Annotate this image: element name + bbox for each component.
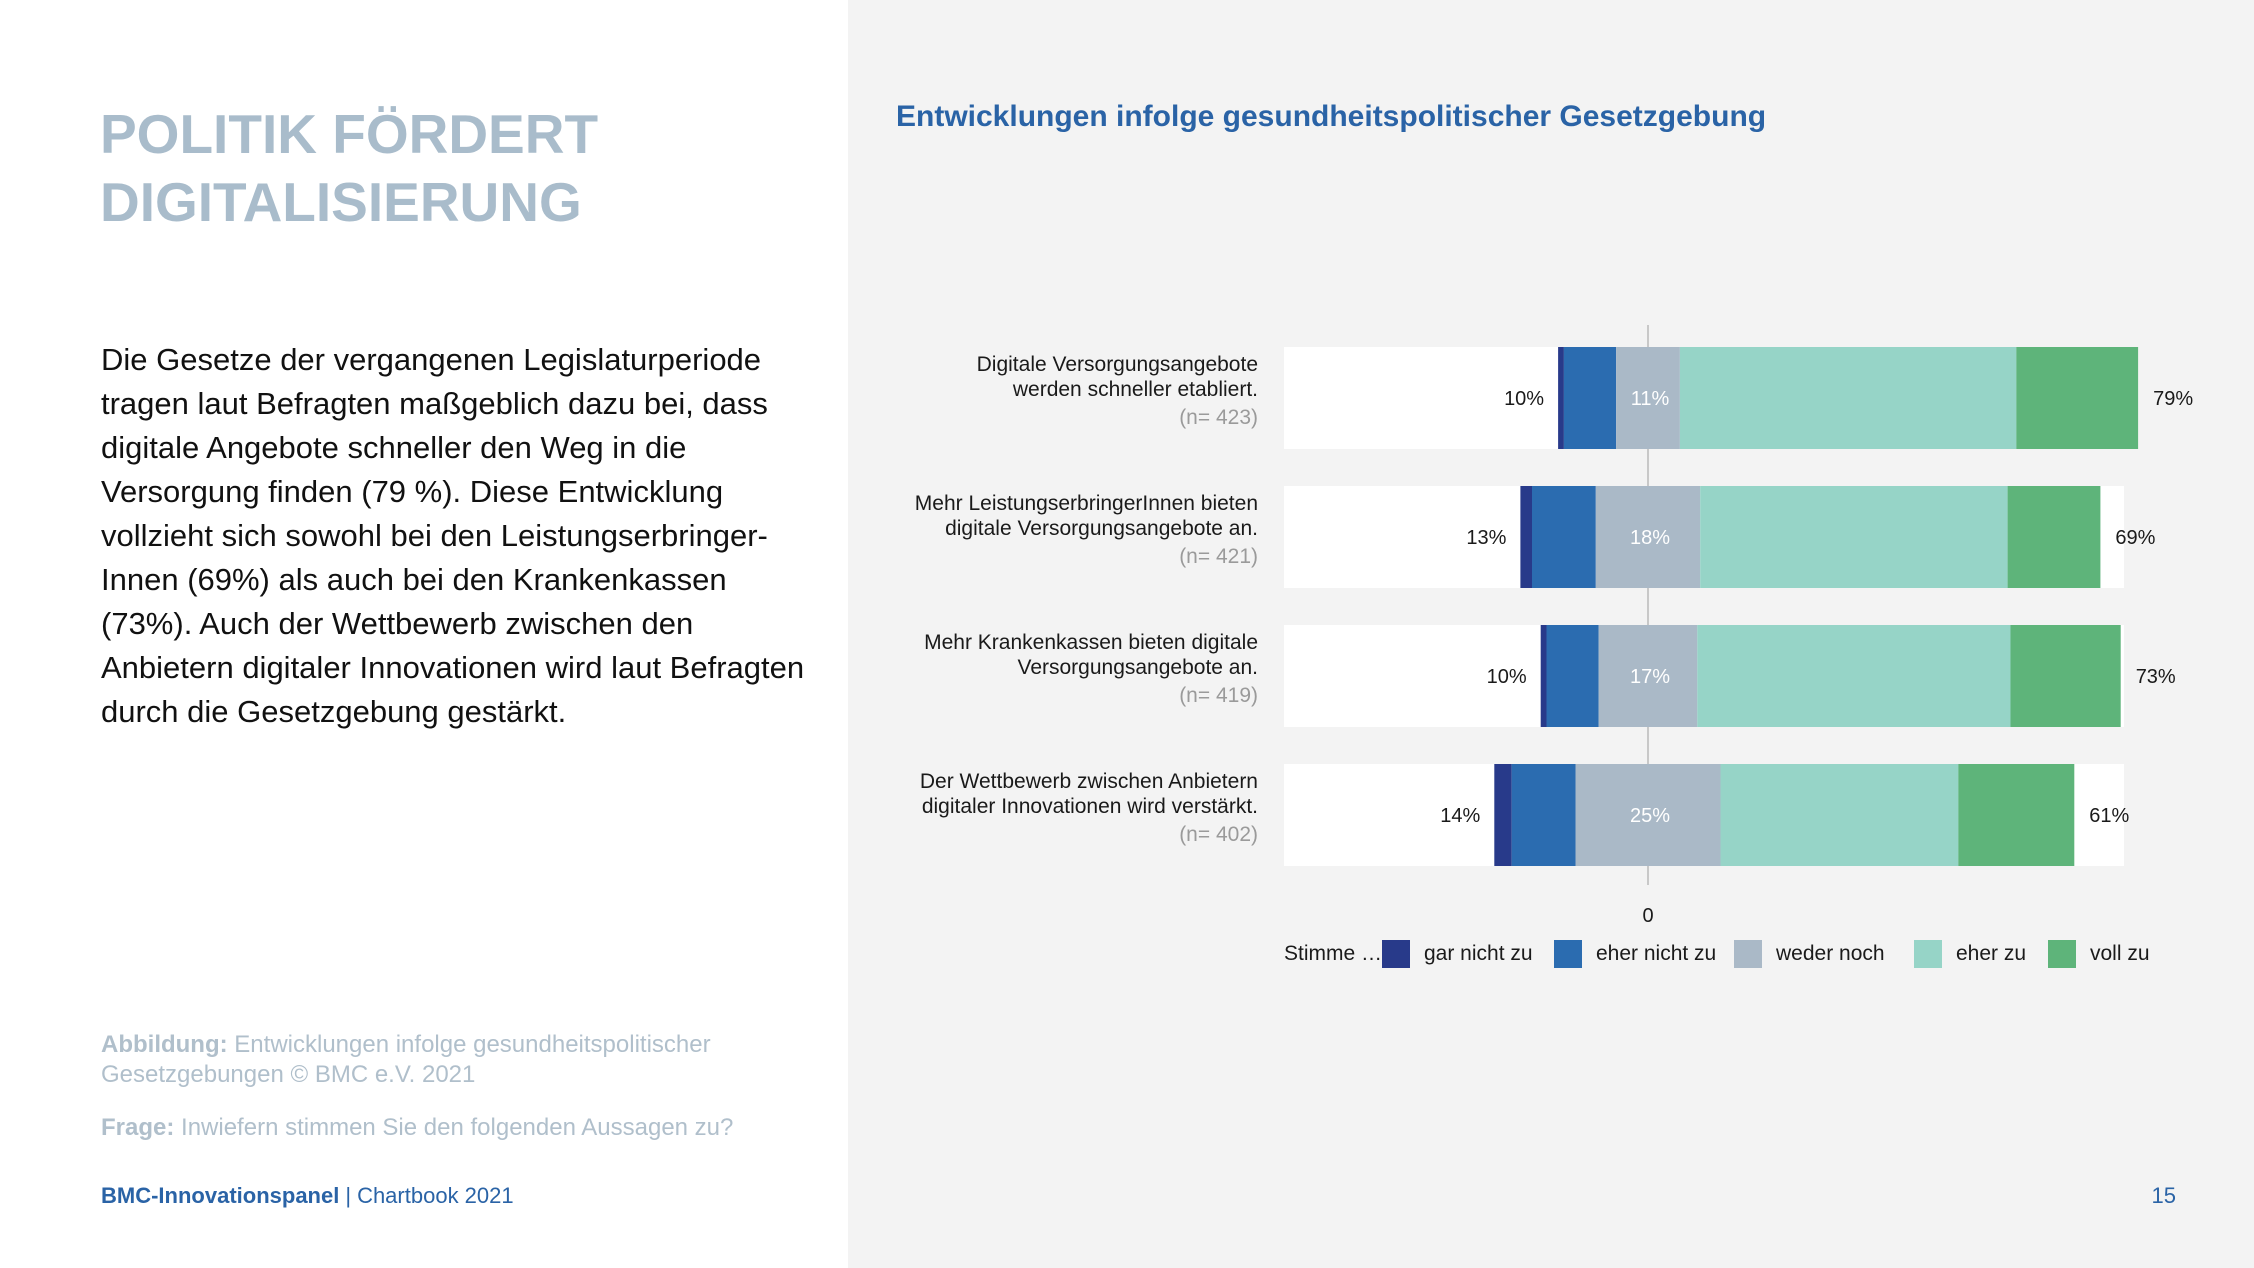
neutral-percent-label: 11% (1631, 388, 1670, 410)
page-number: 15 (2151, 1183, 2176, 1208)
neutral-percent-label: 25% (1630, 805, 1670, 827)
page-title-line-2: DIGITALISIERUNG (100, 171, 582, 233)
bar-segment-weder-noch (1575, 764, 1721, 866)
page-title-line-1: POLITIK FÖRDERT (100, 103, 599, 165)
category-label: Mehr Krankenkassen bieten digitale (924, 631, 1258, 654)
body-text: Die Gesetze der vergangenen Legislaturpe… (101, 342, 805, 729)
diverging-bar-chart: 010% 11% 79%Digitale Versorgungsangebotewe… (915, 325, 2193, 968)
figure-caption: Abbildung: Entwicklungen infolge gesundh… (101, 1030, 821, 1090)
category-label: werden schneller etabliert. (1012, 378, 1258, 401)
neutral-percent-label: 18% (1630, 527, 1670, 549)
bar-segment-eher-zu (1720, 764, 1959, 866)
neutral-percent-label: 17% (1630, 666, 1670, 688)
bar-segment-gar-nicht-zu (1558, 347, 1564, 449)
bar-segment-weder-noch (1616, 347, 1680, 449)
bar-segment-eher-zu (1700, 486, 2008, 588)
bar-segment-voll-zu (2007, 486, 2101, 588)
category-sample-size: (n= 423) (1179, 406, 1258, 429)
bar-segment-eher-zu (1679, 347, 2017, 449)
legend-swatch (1554, 940, 1582, 968)
category-label: Mehr LeistungserbringerInnen bieten (915, 492, 1258, 515)
disagree-percent-label: 10% (1487, 666, 1527, 688)
bar-segment-eher-nicht-zu (1511, 764, 1576, 866)
legend-label: eher zu (1956, 942, 2026, 965)
footer-doc: Chartbook 2021 (357, 1183, 514, 1208)
chart-title: Entwicklungen infolge gesundheitspolitis… (896, 100, 1767, 133)
bar-segment-voll-zu (1958, 764, 2075, 866)
legend-label: eher nicht zu (1596, 942, 1716, 965)
question-text: Inwiefern stimmen Sie den folgenden Auss… (174, 1114, 734, 1141)
bar-segment-gar-nicht-zu (1494, 764, 1512, 866)
legend-swatch (1914, 940, 1942, 968)
agree-percent-label: 79% (2153, 388, 2193, 410)
bar-segment-weder-noch (1595, 486, 1701, 588)
bar-segment-eher-nicht-zu (1546, 625, 1599, 727)
legend-label: gar nicht zu (1424, 942, 1533, 965)
legend-label: voll zu (2090, 942, 2150, 965)
bar-segment-voll-zu (2010, 625, 2121, 727)
bar-segment-eher-nicht-zu (1532, 486, 1596, 588)
category-label: digitaler Innovationen wird verstärkt. (922, 795, 1258, 818)
bar-segment-voll-zu (2016, 347, 2139, 449)
category-label: Der Wettbewerb zwischen Anbietern (920, 770, 1258, 793)
agree-percent-label: 61% (2089, 805, 2129, 827)
disagree-percent-label: 13% (1466, 527, 1506, 549)
page-title: POLITIK FÖRDERT DIGITALISIERUNG (100, 100, 598, 236)
bar-segment-eher-nicht-zu (1563, 347, 1617, 449)
agree-percent-label: 69% (2115, 527, 2155, 549)
legend-swatch (1734, 940, 1762, 968)
footer-brand: BMC-Innovationspanel (101, 1183, 340, 1208)
category-label: Versorgungsangebote an. (1017, 656, 1258, 679)
left-panel: POLITIK FÖRDERT DIGITALISIERUNG Die Gese… (0, 0, 848, 1268)
survey-question: Frage: Inwiefern stimmen Sie den folgend… (101, 1113, 861, 1143)
bar-segment-eher-zu (1697, 625, 2011, 727)
zero-tick-label: 0 (1642, 905, 1653, 927)
footer: BMC-Innovationspanel | Chartbook 2021 (101, 1183, 514, 1209)
bar-segment-gar-nicht-zu (1540, 625, 1547, 727)
bar-segment-gar-nicht-zu (1520, 486, 1532, 588)
disagree-percent-label: 14% (1440, 805, 1480, 827)
category-sample-size: (n= 421) (1179, 545, 1258, 568)
category-sample-size: (n= 419) (1179, 684, 1258, 707)
category-label: digitale Versorgungsangebote an. (945, 517, 1258, 540)
legend-swatch (1382, 940, 1410, 968)
footer-separator: | (345, 1183, 352, 1208)
legend-label: weder noch (1775, 942, 1885, 965)
caption-label: Abbildung: (101, 1031, 228, 1058)
legend-prefix: Stimme … (1284, 942, 1382, 965)
legend-swatch (2048, 940, 2076, 968)
question-label: Frage: (101, 1114, 175, 1141)
bar-segment-weder-noch (1598, 625, 1698, 727)
caption-text: Entwicklungen infolge gesundheitspolitis… (101, 1031, 711, 1088)
category-label: Digitale Versorgungsangebote (977, 353, 1258, 376)
category-sample-size: (n= 402) (1179, 823, 1258, 846)
agree-percent-label: 73% (2136, 666, 2176, 688)
disagree-percent-label: 10% (1504, 388, 1544, 410)
